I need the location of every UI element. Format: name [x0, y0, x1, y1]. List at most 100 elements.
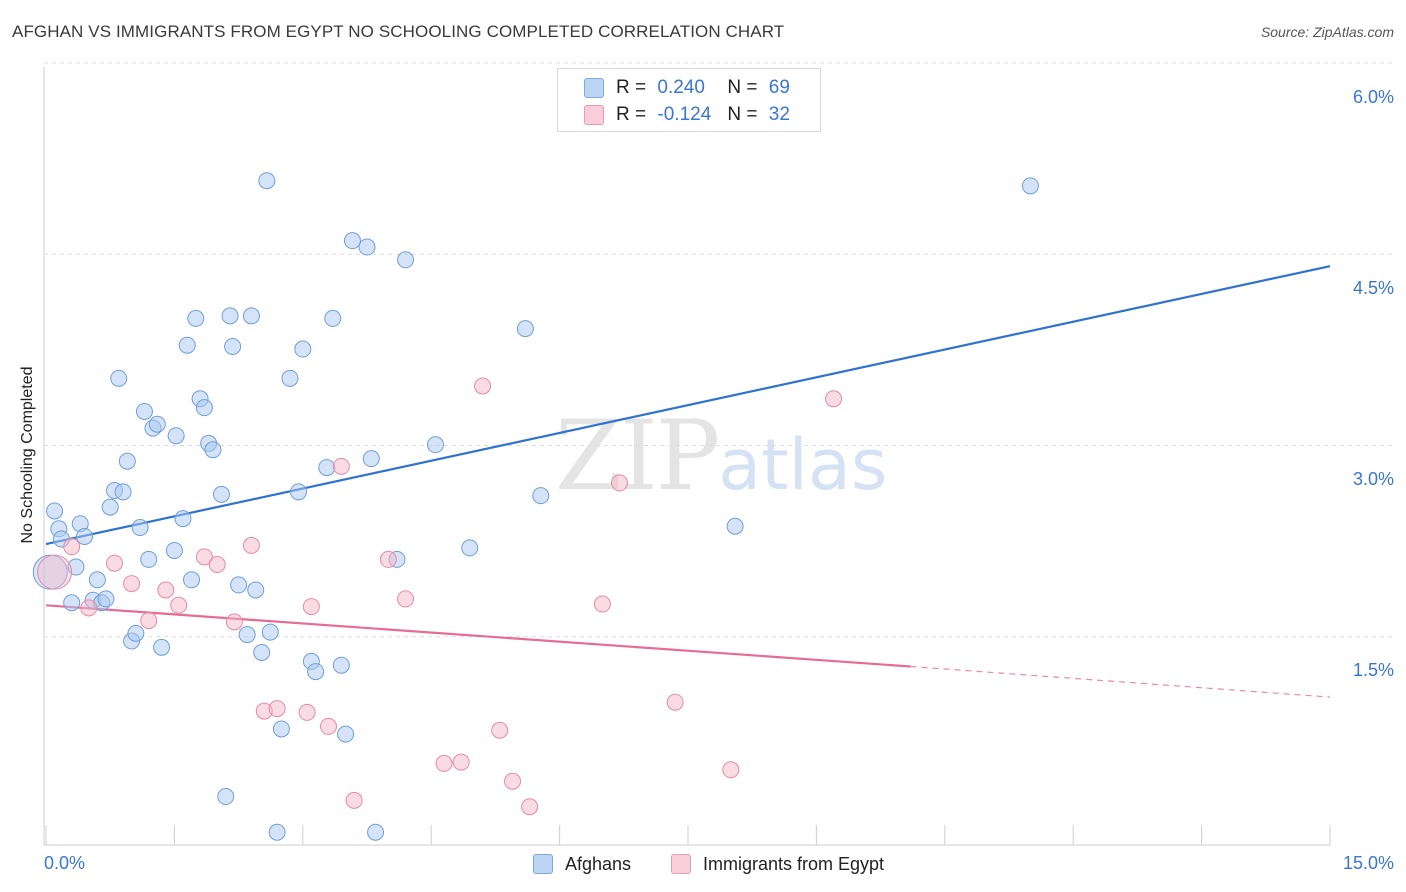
source-label: Source: ZipAtlas.com: [1260, 24, 1394, 40]
afghans-data-point: [153, 638, 171, 656]
afghans-data-point: [32, 554, 68, 590]
bottom-legend-egypt: Immigrants from Egypt: [671, 853, 884, 875]
x-tick-min: 0.0%: [44, 853, 86, 873]
egypt-data-point: [242, 536, 260, 554]
afghans-trend-line: [45, 265, 1331, 546]
afghans-swatch: [584, 78, 604, 98]
afghans-data-point: [63, 594, 81, 612]
egypt-data-point: [491, 721, 509, 739]
legend-n-value: 69: [768, 77, 790, 98]
egypt-data-point: [611, 474, 629, 492]
legend-r-value: -0.124: [657, 104, 712, 125]
afghans-data-point: [114, 483, 132, 501]
egypt-data-point: [332, 457, 350, 475]
afghans-data-point: [294, 340, 312, 358]
egypt-data-point: [140, 612, 158, 630]
chart-title: AFGHAN VS IMMIGRANTS FROM EGYPT NO SCHOO…: [12, 22, 785, 41]
y-tick-3: 3.0%: [1352, 469, 1394, 489]
afghans-data-point: [195, 399, 213, 417]
afghans-data-point: [46, 502, 64, 520]
egypt-trend-line: [45, 604, 911, 668]
egypt-swatch: [584, 105, 604, 125]
afghans-data-point: [516, 320, 534, 338]
afghans-data-point: [118, 452, 136, 470]
y-tick-6: 6.0%: [1352, 87, 1394, 107]
egypt-data-point: [80, 599, 98, 617]
afghans-data-point: [242, 307, 260, 325]
watermark-atlas: atlas: [718, 424, 888, 506]
egypt-data-point: [345, 791, 363, 809]
egypt-data-point: [105, 554, 123, 572]
afghans-data-point: [212, 485, 230, 503]
egypt-legend-label: Immigrants from Egypt: [703, 853, 885, 874]
afghans-data-point: [268, 823, 286, 841]
egypt-data-point: [722, 761, 740, 779]
afghans-data-point: [272, 720, 290, 738]
afghans-data-point: [1021, 177, 1039, 195]
afghans-data-point: [140, 550, 158, 568]
legend-r-label: R =: [616, 104, 647, 125]
afghans-data-point: [261, 623, 279, 641]
egypt-data-point: [521, 798, 539, 816]
afghans-data-point: [358, 238, 376, 256]
afghans-data-point: [324, 309, 342, 327]
egypt-data-point: [397, 590, 415, 608]
egypt-data-point: [195, 548, 213, 566]
afghans-data-point: [230, 576, 248, 594]
afghans-data-point: [367, 823, 385, 841]
legend-r-label: R =: [616, 77, 647, 98]
afghans-data-point: [238, 626, 256, 644]
afghans-data-point: [135, 403, 153, 420]
correlation-legend: R = 0.240 N = 69 R = -0.124 N = 32: [557, 68, 821, 132]
afghans-data-point: [217, 788, 235, 806]
egypt-data-point: [379, 550, 397, 568]
afghans-data-point: [131, 519, 149, 537]
afghans-data-point: [362, 450, 380, 468]
egypt-data-point: [504, 772, 522, 790]
afghans-data-point: [247, 581, 265, 599]
egypt-data-point: [825, 390, 843, 408]
egypt-data-point: [319, 717, 337, 735]
egypt-data-point: [268, 700, 286, 718]
bottom-legend-afghans: Afghans: [533, 853, 631, 875]
watermark-zip: ZIP: [555, 400, 720, 512]
afghans-data-point: [726, 517, 744, 535]
afghans-data-point: [290, 483, 308, 501]
afghans-data-point: [88, 571, 106, 589]
afghans-data-point: [76, 527, 94, 545]
egypt-data-point: [474, 377, 492, 395]
egypt-data-point: [37, 554, 73, 590]
egypt-trend-extension: [910, 665, 1331, 698]
afghans-data-point: [183, 571, 201, 589]
egypt-data-point: [302, 598, 320, 616]
egypt-data-point: [593, 595, 611, 613]
afghans-data-point: [397, 251, 415, 269]
afghans-data-point: [204, 441, 222, 459]
legend-row-egypt: R = -0.124 N = 32: [584, 104, 790, 126]
egypt-data-point: [123, 575, 141, 593]
afghans-data-point: [167, 427, 185, 445]
afghans-data-point: [148, 415, 166, 433]
afghans-data-point: [101, 498, 119, 516]
afghans-data-point: [110, 369, 128, 387]
legend-n-label: N =: [727, 104, 758, 125]
legend-n-value: 32: [768, 104, 790, 125]
y-tick-1-5: 1.5%: [1352, 660, 1394, 680]
afghans-data-point: [337, 725, 355, 743]
egypt-data-point: [208, 556, 226, 573]
afghans-data-point: [253, 643, 271, 661]
afghans-data-point: [97, 590, 115, 608]
afghans-data-point: [307, 663, 325, 681]
egypt-data-point: [666, 693, 684, 711]
egypt-data-point: [298, 703, 316, 721]
afghans-legend-label: Afghans: [565, 853, 632, 874]
afghans-data-point: [281, 369, 299, 387]
afghans-data-point: [165, 541, 183, 559]
egypt-data-point: [225, 613, 243, 631]
afghans-swatch: [533, 854, 553, 874]
egypt-swatch: [671, 854, 691, 874]
legend-n-label: N =: [727, 77, 758, 98]
x-tick-max: 15.0%: [1342, 853, 1394, 873]
egypt-data-point: [157, 581, 175, 599]
